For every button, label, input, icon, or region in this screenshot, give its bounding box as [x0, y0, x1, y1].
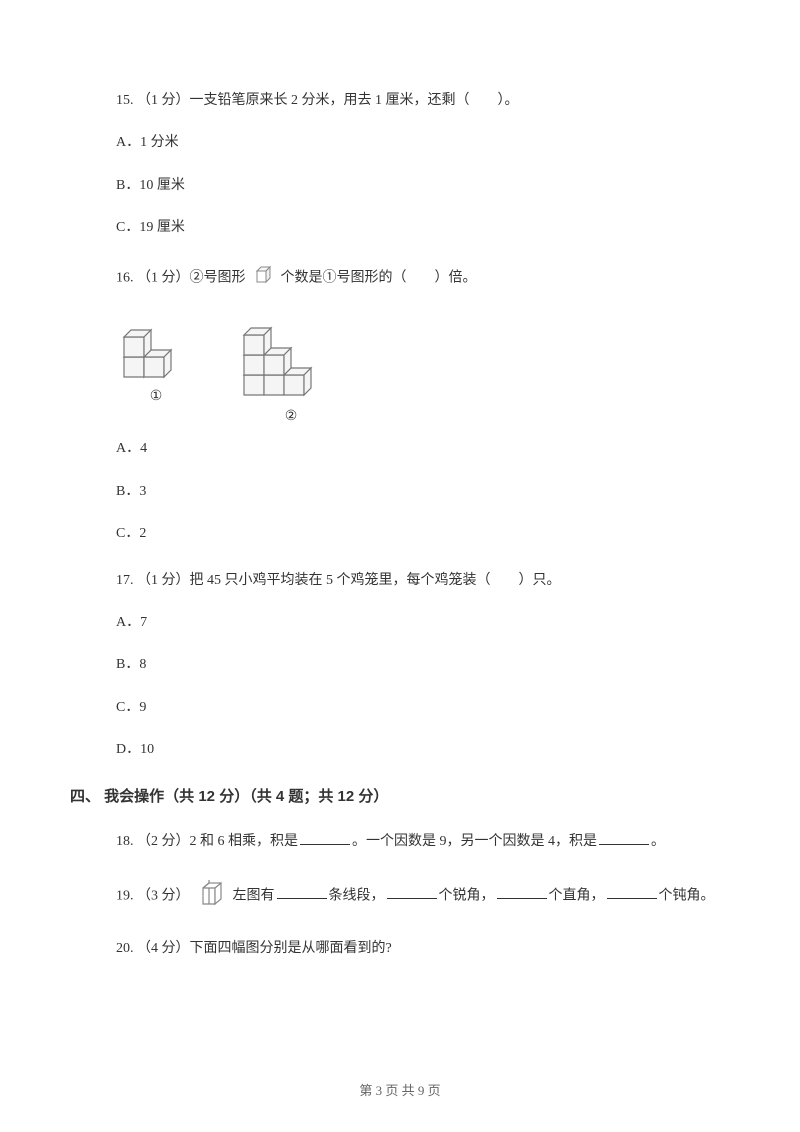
blank	[599, 829, 649, 845]
q18-suffix: 。	[651, 834, 665, 849]
q19-text: 19. （3 分） 左图有 条线段， 个锐角， 个直角， 个钝角。	[116, 878, 730, 914]
figure-2-label: ②	[285, 406, 298, 428]
blank	[497, 883, 547, 899]
figure-1-label: ①	[150, 386, 163, 408]
question-20: 20. （4 分）下面四幅图分别是从哪面看到的?	[116, 938, 730, 960]
q15-text: 15. （1 分）一支铅笔原来长 2 分米，用去 1 厘米，还剩（ ）。	[116, 90, 730, 112]
q16-prefix: 16. （1 分）②号图形	[116, 270, 246, 285]
page-footer: 第 3 页 共 9 页	[0, 1081, 800, 1102]
blank	[607, 883, 657, 899]
blank	[277, 883, 327, 899]
open-box-icon	[197, 878, 225, 914]
cube-icon	[253, 264, 273, 292]
q19-seg4: 个钝角。	[659, 888, 715, 903]
blank	[300, 829, 350, 845]
section-4-header: 四、 我会操作（共 12 分）（共 4 题；共 12 分）	[70, 785, 730, 809]
q16-option-c: C．2	[116, 523, 730, 545]
q18-text: 18. （2 分）2 和 6 相乘，积是 。一个因数是 9，另一个因数是 4，积是…	[116, 829, 730, 853]
question-16: 16. （1 分）②号图形 个数是①号图形的（ ）倍。	[116, 264, 730, 546]
q16-suffix: 个数是①号图形的（ ）倍。	[281, 270, 477, 285]
question-15: 15. （1 分）一支铅笔原来长 2 分米，用去 1 厘米，还剩（ ）。 A．1…	[116, 90, 730, 240]
q19-after-icon: 左图有	[233, 888, 275, 903]
q17-option-d: D．10	[116, 739, 730, 761]
question-18: 18. （2 分）2 和 6 相乘，积是 。一个因数是 9，另一个因数是 4，积是…	[116, 829, 730, 853]
q17-option-b: B．8	[116, 654, 730, 676]
blank	[387, 883, 437, 899]
q20-text: 20. （4 分）下面四幅图分别是从哪面看到的?	[116, 938, 730, 960]
q16-figures: ①	[116, 312, 730, 428]
question-17: 17. （1 分）把 45 只小鸡平均装在 5 个鸡笼里，每个鸡笼装（ ）只。 …	[116, 570, 730, 762]
q15-option-b: B．10 厘米	[116, 175, 730, 197]
q17-option-a: A．7	[116, 612, 730, 634]
q19-prefix: 19. （3 分）	[116, 888, 190, 903]
figure-1: ①	[116, 312, 196, 428]
q17-text: 17. （1 分）把 45 只小鸡平均装在 5 个鸡笼里，每个鸡笼装（ ）只。	[116, 570, 730, 592]
q19-seg3: 个直角，	[549, 888, 605, 903]
q17-option-c: C．9	[116, 697, 730, 719]
q19-seg1: 条线段，	[329, 888, 385, 903]
q19-seg2: 个锐角，	[439, 888, 495, 903]
q15-option-c: C．19 厘米	[116, 217, 730, 239]
q15-option-a: A．1 分米	[116, 132, 730, 154]
q18-mid: 。一个因数是 9，另一个因数是 4，积是	[352, 834, 597, 849]
q18-prefix: 18. （2 分）2 和 6 相乘，积是	[116, 834, 298, 849]
q16-option-a: A．4	[116, 438, 730, 460]
figure-2: ②	[236, 312, 346, 428]
question-19: 19. （3 分） 左图有 条线段， 个锐角， 个直角， 个钝角。	[116, 878, 730, 914]
q16-text: 16. （1 分）②号图形 个数是①号图形的（ ）倍。	[116, 264, 730, 292]
q16-option-b: B．3	[116, 481, 730, 503]
